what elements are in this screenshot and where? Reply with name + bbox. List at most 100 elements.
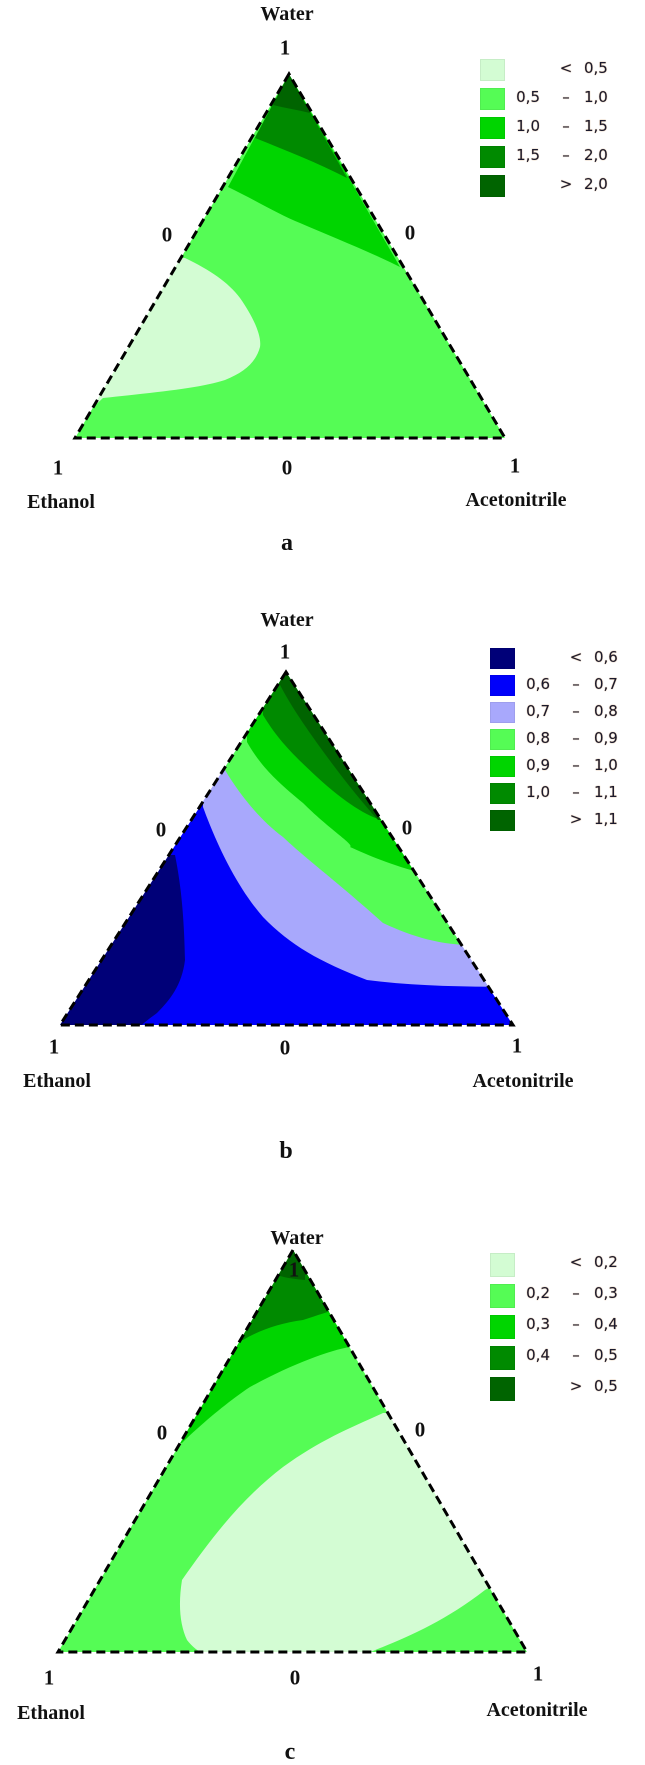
legend-sep: >	[569, 1377, 583, 1395]
swatch	[490, 1253, 515, 1277]
legend-sep: –	[572, 729, 580, 747]
swatch	[490, 810, 515, 831]
legend-lo: 0,6	[526, 675, 550, 693]
legend-item: 0,8 –0,9	[490, 729, 645, 753]
legend-hi: 2,0	[584, 146, 608, 164]
tick-ethanol-1: 1	[52, 455, 64, 480]
tick-left-side-0: 0	[161, 222, 173, 247]
triangle-outline	[57, 669, 516, 1027]
legend-item: 0,5 –1,0	[480, 88, 640, 112]
panel-a: <0,5 0,5–1,0 1,0–1,5 1,5–2,0 >2,0 Water …	[0, 0, 645, 560]
legend-hi: 1,0	[584, 88, 608, 106]
legend-item: 0,7 –0,8	[490, 702, 645, 726]
legend-hi: 0,2	[594, 1253, 618, 1271]
axis-label-acetonitrile: Acetonitrile	[472, 1070, 574, 1092]
legend-item: 0,4 –0,5	[490, 1346, 645, 1370]
legend-item: >0,5	[490, 1377, 645, 1401]
tick-right-side-0: 0	[401, 815, 413, 840]
swatch	[490, 648, 515, 669]
tick-bottom-0: 0	[281, 455, 293, 480]
panel-letter-a: a	[281, 530, 293, 556]
axis-label-acetonitrile: Acetonitrile	[465, 489, 567, 511]
legend-sep: –	[572, 783, 580, 801]
legend-lo: 0,3	[526, 1315, 550, 1333]
legend-sep: –	[572, 756, 580, 774]
swatch	[480, 88, 505, 110]
region-gt-2.0	[273, 74, 310, 113]
legend-item: <0,5	[480, 59, 640, 83]
legend-item: >1,1	[490, 810, 645, 834]
axis-label-ethanol: Ethanol	[27, 491, 95, 513]
swatch	[490, 729, 515, 750]
legend-sep: >	[569, 810, 583, 828]
swatch	[490, 1377, 515, 1401]
panel-letter-c: c	[284, 1739, 296, 1765]
legend-hi: 0,9	[594, 729, 618, 747]
tick-acetonitrile-1: 1	[511, 1033, 523, 1058]
triangle-outline	[55, 1247, 530, 1654]
legend-lo: 1,5	[516, 146, 540, 164]
legend-hi: 1,1	[594, 810, 618, 828]
axis-label-water: Water	[270, 1227, 324, 1249]
legend-sep: –	[572, 675, 580, 693]
legend-sep: –	[572, 1315, 580, 1333]
swatch	[490, 783, 515, 804]
axis-label-ethanol: Ethanol	[17, 1702, 85, 1724]
tick-water-1: 1	[279, 35, 291, 60]
swatch	[490, 675, 515, 696]
swatch	[490, 1315, 515, 1339]
legend-item: <0,2	[490, 1253, 645, 1277]
swatch	[480, 117, 505, 139]
tick-bottom-0: 0	[279, 1035, 291, 1060]
legend-lo: 0,4	[526, 1346, 550, 1364]
tick-water-1: 1	[279, 639, 291, 664]
tick-ethanol-1: 1	[43, 1665, 55, 1690]
legend-hi: 0,3	[594, 1284, 618, 1302]
legend-hi: 0,5	[594, 1377, 618, 1395]
swatch	[480, 175, 505, 197]
ternary-plot-a	[72, 71, 508, 440]
legend-lo: 0,2	[526, 1284, 550, 1302]
legend-hi: 0,5	[594, 1346, 618, 1364]
tick-left-side-0: 0	[155, 817, 167, 842]
swatch	[490, 756, 515, 777]
legend-sep: <	[559, 59, 573, 77]
legend-item: 1,5 –2,0	[480, 146, 640, 170]
legend-item: 1,0 –1,1	[490, 783, 645, 807]
legend-hi: 1,0	[594, 756, 618, 774]
tick-left-side-0: 0	[156, 1420, 168, 1445]
axis-label-ethanol: Ethanol	[23, 1070, 91, 1092]
swatch	[480, 59, 505, 81]
legend-sep: <	[569, 1253, 583, 1271]
legend-sep: –	[572, 1346, 580, 1364]
legend-hi: 0,4	[594, 1315, 618, 1333]
legend-sep: –	[562, 146, 570, 164]
panel-letter-b: b	[279, 1138, 293, 1164]
legend-hi: 0,7	[594, 675, 618, 693]
legend-item: 0,9 –1,0	[490, 756, 645, 780]
legend-item: 0,2 –0,3	[490, 1284, 645, 1308]
panel-b: <0,6 0,6–0,7 0,7–0,8 0,8–0,9 0,9–1,0 1,0…	[23, 610, 645, 1164]
ternary-plot-b	[57, 669, 516, 1027]
legend-lo: 1,0	[526, 783, 550, 801]
axis-label-acetonitrile: Acetonitrile	[486, 1699, 588, 1721]
legend-item: <0,6	[490, 648, 645, 672]
legend-item: 1,0 –1,5	[480, 117, 640, 141]
legend-item: 0,3 –0,4	[490, 1315, 645, 1339]
legend-lo: 0,9	[526, 756, 550, 774]
legend-hi: 0,8	[594, 702, 618, 720]
tick-ethanol-1: 1	[48, 1034, 60, 1059]
legend-sep: >	[559, 175, 573, 193]
tick-right-side-0: 0	[414, 1417, 426, 1442]
legend-hi: 1,5	[584, 117, 608, 135]
legend-lo: 0,8	[526, 729, 550, 747]
swatch	[490, 1284, 515, 1308]
tick-acetonitrile-1: 1	[509, 453, 521, 478]
triangle-outline	[72, 71, 508, 440]
legend-hi: 0,6	[594, 648, 618, 666]
legend-lo: 1,0	[516, 117, 540, 135]
tick-bottom-0: 0	[289, 1665, 301, 1690]
legend-lo: 0,7	[526, 702, 550, 720]
swatch	[480, 146, 505, 168]
